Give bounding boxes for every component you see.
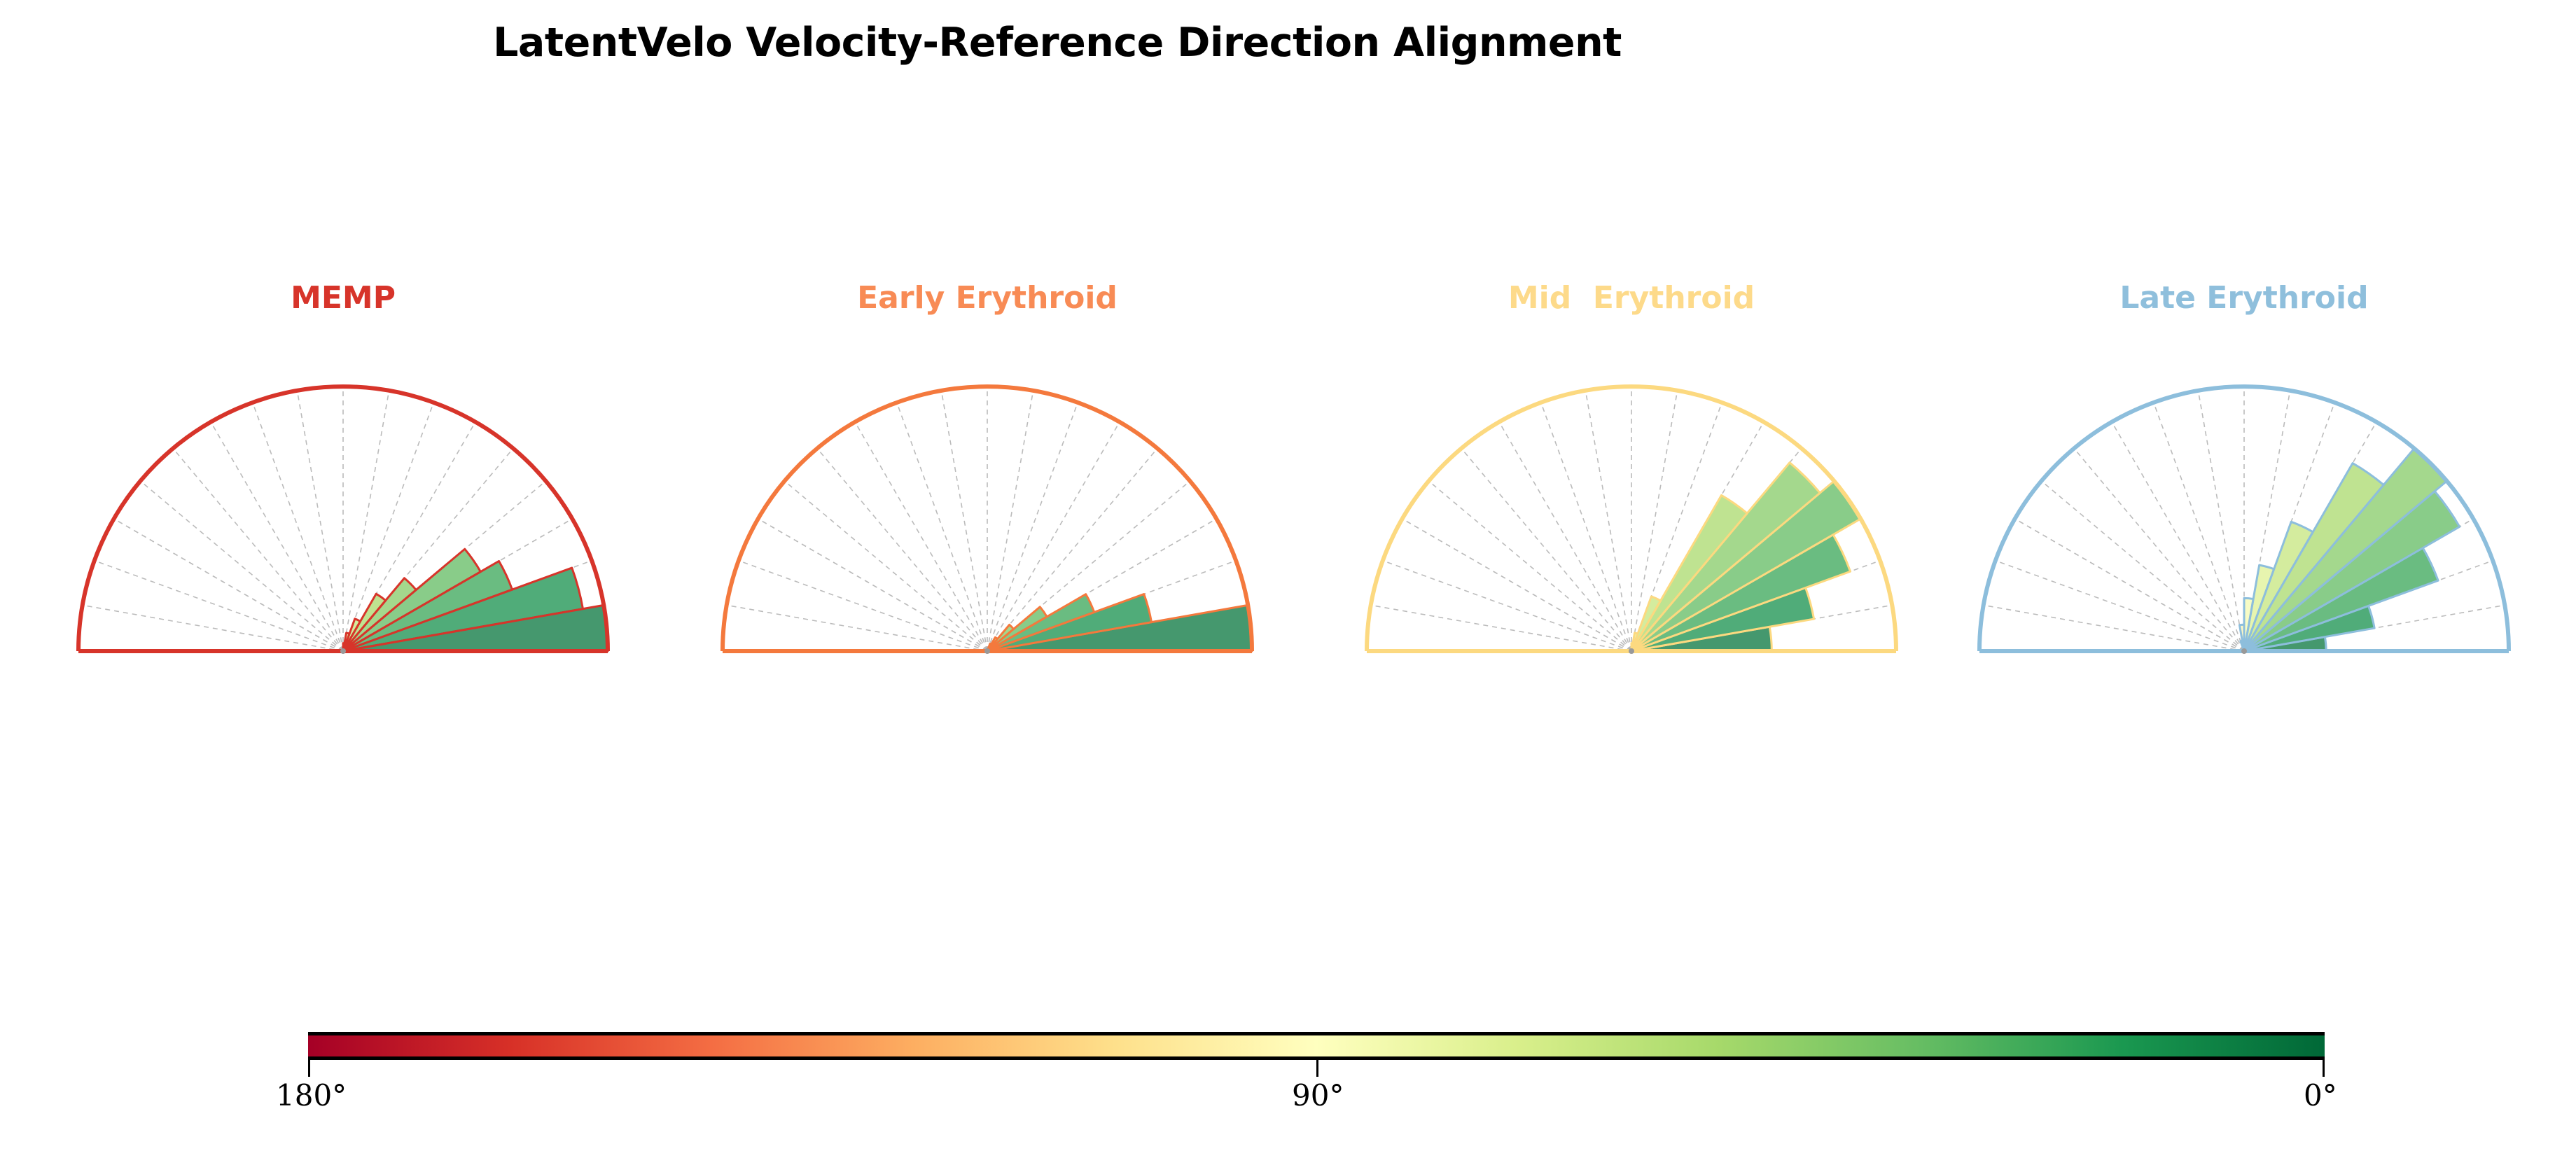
polar-bars bbox=[986, 593, 1253, 653]
polar-bar bbox=[1630, 461, 1821, 653]
polar-center-dot bbox=[984, 648, 990, 654]
polar-outer-spine bbox=[76, 384, 610, 652]
polar-bar bbox=[342, 547, 482, 653]
polar-plot-mid-erythroid bbox=[1309, 364, 1954, 693]
polar-plot-early-erythroid bbox=[665, 364, 1309, 693]
polar-svg-mid-erythroid bbox=[1365, 384, 1898, 654]
polar-bar bbox=[342, 577, 417, 653]
colorbar-tick-2 bbox=[2323, 1060, 2325, 1077]
polar-bar bbox=[1630, 595, 1662, 653]
polar-bar bbox=[2243, 520, 2314, 653]
polar-svg-late-erythroid bbox=[1977, 384, 2511, 654]
polar-center-dot bbox=[340, 648, 346, 654]
panel-title-early-erythroid: Early Erythroid bbox=[857, 280, 1118, 316]
polar-svg-memp bbox=[76, 384, 610, 654]
polar-outer-spine bbox=[720, 384, 1254, 652]
polar-outer-spine bbox=[1977, 384, 2511, 652]
polar-bar bbox=[342, 559, 514, 653]
polar-svg-early-erythroid bbox=[720, 384, 1254, 654]
colorbar-ticklabel-0: 0° bbox=[2304, 1078, 2337, 1112]
polar-bar bbox=[1630, 494, 1748, 653]
polar-plot-late-erythroid bbox=[1922, 364, 2566, 693]
colorbar-gradient bbox=[308, 1032, 2325, 1060]
polar-bar bbox=[2243, 462, 2385, 653]
polar-panel-mid-erythroid: Mid Erythroid bbox=[1309, 280, 1954, 714]
colorbar-ticklabel-90: 90° bbox=[1292, 1078, 1344, 1112]
polar-bars bbox=[2238, 447, 2461, 653]
polar-panel-early-erythroid: Early Erythroid bbox=[665, 280, 1309, 714]
polar-bars bbox=[342, 547, 609, 653]
panel-title-late-erythroid: Late Erythroid bbox=[2119, 280, 2369, 316]
polar-grid-spokes bbox=[82, 386, 604, 652]
colorbar-tick-0 bbox=[308, 1060, 310, 1077]
polar-panel-late-erythroid: Late Erythroid bbox=[1922, 280, 2566, 714]
page-title: LatentVelo Velocity-Reference Direction … bbox=[493, 20, 1622, 66]
polar-bars bbox=[1630, 461, 1862, 653]
colorbar-ticklabel-180: 180° bbox=[276, 1078, 347, 1112]
polar-bar bbox=[2243, 564, 2276, 653]
polar-center-dot bbox=[2241, 648, 2247, 654]
polar-center-dot bbox=[1629, 648, 1634, 654]
polar-grid-spokes bbox=[726, 386, 1248, 652]
panel-title-memp: MEMP bbox=[291, 280, 396, 316]
polar-bar bbox=[342, 618, 362, 653]
polar-bar bbox=[2243, 597, 2255, 653]
polar-bar bbox=[342, 592, 387, 653]
panel-title-mid-erythroid: Mid Erythroid bbox=[1508, 280, 1755, 316]
colorbar: 180° 90° 0° bbox=[276, 1032, 2337, 1144]
polar-plot-memp bbox=[21, 364, 665, 693]
polar-panel-memp: MEMP bbox=[21, 280, 665, 714]
colorbar-tick-1 bbox=[1316, 1060, 1318, 1077]
polar-bar bbox=[986, 606, 1048, 653]
polar-outer-spine bbox=[1365, 384, 1898, 652]
